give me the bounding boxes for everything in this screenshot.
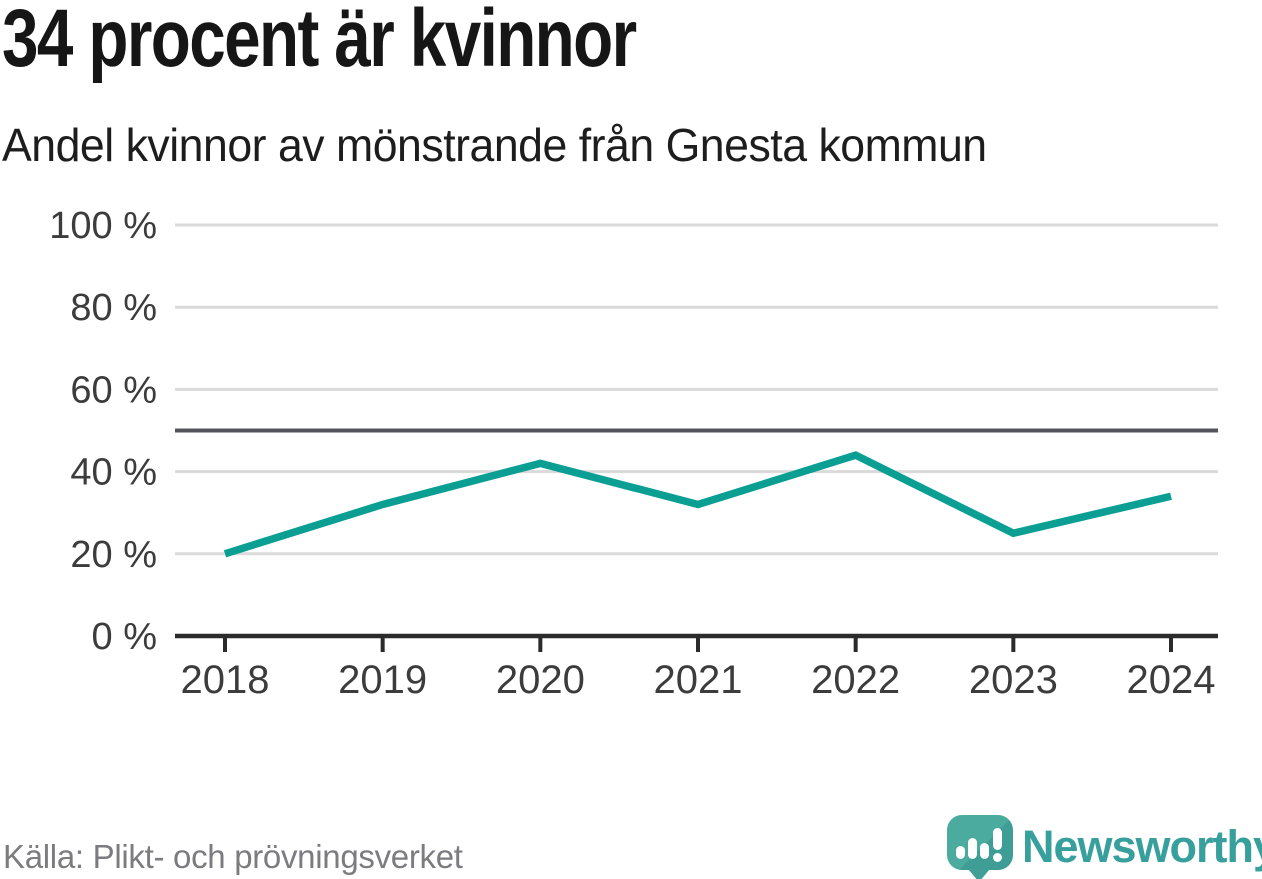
logo-bubble-icon [947,815,1013,870]
y-tick-label: 60 % [70,369,157,411]
chart-subtitle: Andel kvinnor av mönstrande från Gnesta … [2,119,987,171]
source-note: Källa: Plikt- och prövningsverket [3,838,463,875]
newsworthy-logo: Newsworthy [947,815,1262,879]
y-tick-label: 80 % [70,287,157,329]
x-tick-label: 2024 [1127,658,1216,702]
chart-title: 34 procent är kvinnor [2,0,637,84]
x-tick-label: 2020 [496,658,585,702]
y-tick-label: 0 % [92,616,157,658]
logo-bar-tall [968,838,977,859]
logo-bubble-tail-icon [968,869,990,879]
data-line-series [223,451,1172,558]
logo-exclamation-bar [993,828,1002,850]
y-tick-label: 40 % [70,452,157,494]
x-tick-label: 2023 [969,658,1058,702]
logo-exclamation-dot [993,853,1002,862]
y-tick-label: 20 % [70,534,157,576]
line-chart-svg: 0 % 20 % 40 % 60 % 80 % 100 % 2018 2019 2020 2021… [49,205,1218,702]
x-tick-label: 2019 [338,658,427,702]
x-tick-label: 2022 [811,658,900,702]
logo-bar-small [956,846,965,859]
brand-wordmark: Newsworthy [1022,821,1262,872]
x-tick-label: 2018 [181,658,270,702]
plot-area: 0 % 20 % 40 % 60 % 80 % 100 % 2018 2019 2020 2021… [0,190,1262,710]
logo-bar-medium [980,843,989,859]
y-tick-label: 100 % [49,205,157,247]
x-tick-label: 2021 [654,658,743,702]
